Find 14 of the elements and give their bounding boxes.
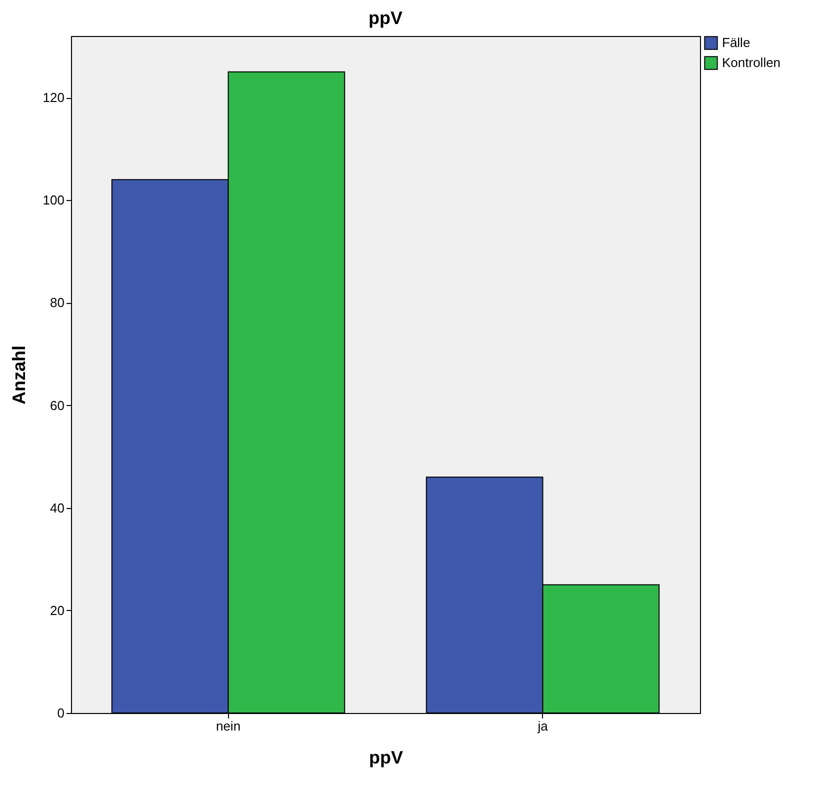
y-tick-label: 20 (50, 602, 64, 618)
y-axis-title: Anzahl (8, 345, 29, 405)
legend-label: Fälle (722, 35, 750, 50)
y-tick-label: 80 (50, 295, 64, 310)
chart-title: ppV (368, 8, 402, 28)
x-tick-label: nein (216, 718, 241, 734)
x-tick-label: ja (536, 718, 549, 734)
y-tick-label: 60 (50, 398, 64, 413)
y-tick-label: 0 (57, 706, 64, 720)
legend-label: Kontrollen (722, 55, 781, 70)
x-axis-title: ppV (369, 748, 403, 768)
y-tick-label: 120 (42, 90, 64, 106)
y-tick-label: 100 (42, 192, 64, 208)
y-tick-label: 40 (50, 500, 64, 516)
